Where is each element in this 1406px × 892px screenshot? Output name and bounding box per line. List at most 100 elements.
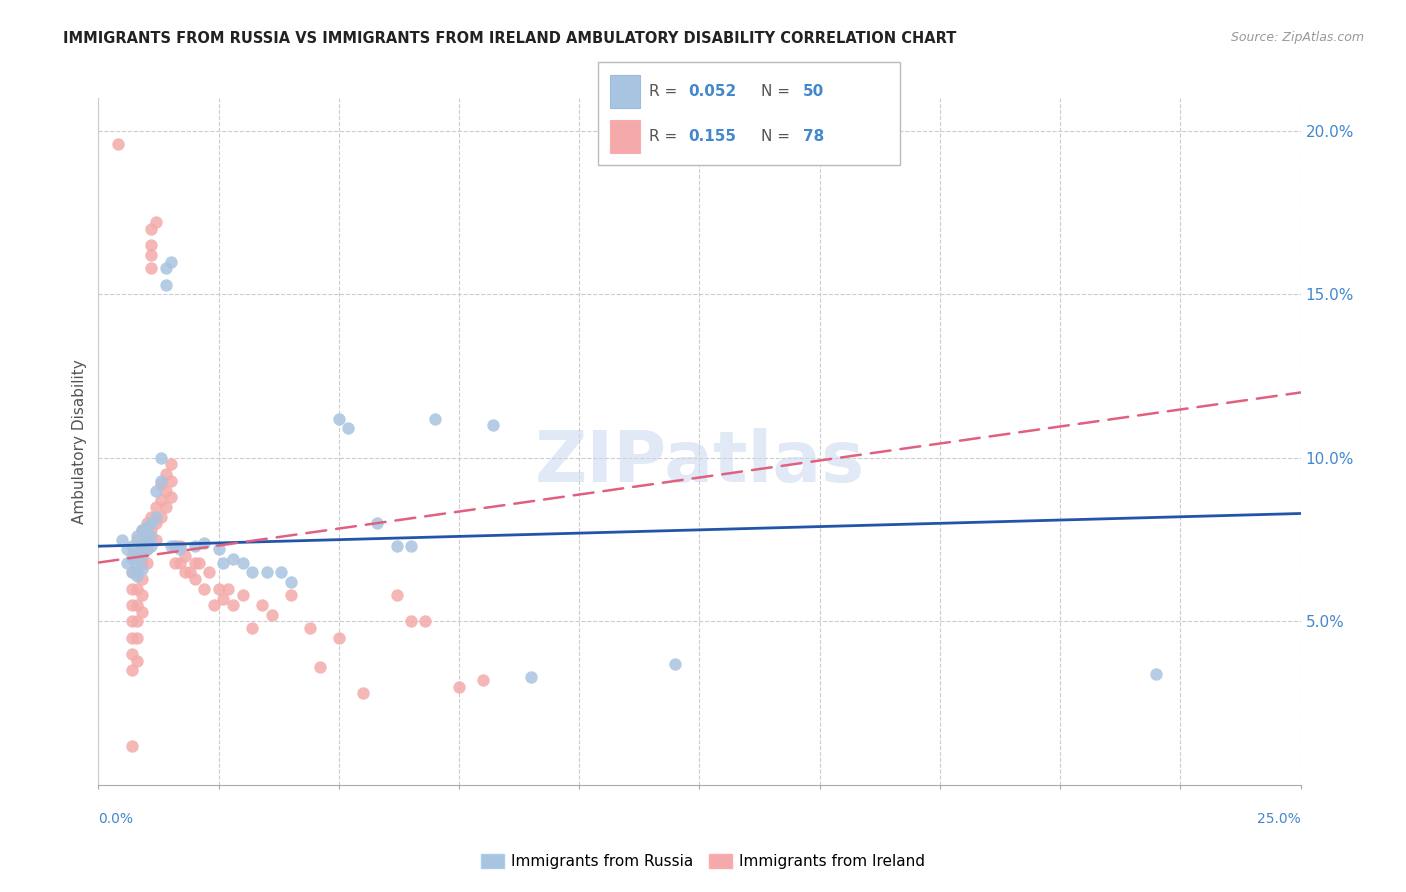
Point — [125, 654, 148, 668]
Point — [165, 539, 187, 553]
Point — [240, 621, 263, 635]
Point — [155, 277, 177, 292]
Point — [155, 483, 177, 498]
Point — [149, 493, 172, 508]
Point — [208, 582, 231, 596]
Point — [125, 558, 148, 573]
Point — [121, 582, 143, 596]
Point — [222, 598, 245, 612]
Point — [125, 533, 148, 547]
Point — [131, 605, 153, 619]
Point — [135, 533, 157, 547]
Point — [121, 664, 143, 678]
Point — [121, 647, 143, 661]
Point — [121, 739, 143, 753]
Point — [145, 500, 167, 514]
Point — [145, 483, 167, 498]
Point — [141, 539, 163, 553]
Point — [121, 539, 143, 553]
Point — [141, 248, 163, 262]
Point — [141, 238, 163, 252]
Point — [280, 575, 302, 590]
Point — [385, 539, 408, 553]
Point — [125, 582, 148, 596]
Point — [125, 549, 148, 563]
Text: 25.0%: 25.0% — [1257, 812, 1301, 826]
Point — [107, 136, 129, 151]
Point — [193, 536, 215, 550]
Point — [135, 542, 157, 557]
Point — [198, 566, 221, 580]
Point — [125, 566, 148, 580]
Point — [155, 261, 177, 276]
FancyBboxPatch shape — [610, 75, 640, 108]
Point — [117, 556, 139, 570]
Point — [415, 615, 437, 629]
Point — [149, 509, 172, 524]
Point — [664, 657, 686, 671]
Point — [131, 523, 153, 537]
Point — [121, 566, 143, 580]
Point — [179, 566, 201, 580]
Point — [141, 523, 163, 537]
Point — [149, 477, 172, 491]
Point — [385, 588, 408, 602]
Text: 0.0%: 0.0% — [98, 812, 134, 826]
Point — [135, 516, 157, 531]
Point — [141, 261, 163, 276]
Point — [125, 615, 148, 629]
Point — [399, 539, 422, 553]
Point — [141, 509, 163, 524]
Point — [155, 467, 177, 482]
Text: Source: ZipAtlas.com: Source: ZipAtlas.com — [1230, 31, 1364, 45]
Point — [159, 474, 181, 488]
Point — [337, 421, 360, 435]
Point — [447, 680, 470, 694]
Point — [131, 536, 153, 550]
Point — [125, 546, 148, 560]
Text: R =: R = — [650, 128, 682, 144]
Point — [222, 552, 245, 566]
Point — [240, 566, 263, 580]
Point — [141, 516, 163, 531]
FancyBboxPatch shape — [610, 120, 640, 153]
Point — [183, 539, 205, 553]
Point — [328, 411, 350, 425]
Point — [183, 572, 205, 586]
Point — [121, 615, 143, 629]
Point — [131, 572, 153, 586]
Text: IMMIGRANTS FROM RUSSIA VS IMMIGRANTS FROM IRELAND AMBULATORY DISABILITY CORRELAT: IMMIGRANTS FROM RUSSIA VS IMMIGRANTS FRO… — [63, 31, 956, 46]
Point — [159, 539, 181, 553]
Point — [149, 450, 172, 465]
Point — [280, 588, 302, 602]
Point — [174, 549, 197, 563]
Legend: Immigrants from Russia, Immigrants from Ireland: Immigrants from Russia, Immigrants from … — [475, 848, 931, 875]
Point — [250, 598, 273, 612]
Text: N =: N = — [761, 128, 794, 144]
Y-axis label: Ambulatory Disability: Ambulatory Disability — [72, 359, 87, 524]
Point — [308, 660, 330, 674]
Text: ZIPatlas: ZIPatlas — [534, 427, 865, 497]
Point — [135, 533, 157, 547]
Point — [131, 539, 153, 553]
Point — [159, 254, 181, 268]
Point — [520, 670, 543, 684]
Point — [298, 621, 321, 635]
Point — [125, 598, 148, 612]
Point — [121, 598, 143, 612]
Point — [135, 519, 157, 533]
Point — [145, 215, 167, 229]
Point — [131, 562, 153, 576]
Point — [141, 222, 163, 236]
Point — [131, 549, 153, 563]
Point — [121, 631, 143, 645]
Point — [232, 588, 254, 602]
Point — [121, 549, 143, 563]
Point — [260, 607, 283, 622]
Text: N =: N = — [761, 84, 794, 99]
Text: 78: 78 — [803, 128, 824, 144]
Point — [125, 568, 148, 582]
Point — [131, 588, 153, 602]
Point — [121, 552, 143, 566]
Point — [117, 542, 139, 557]
